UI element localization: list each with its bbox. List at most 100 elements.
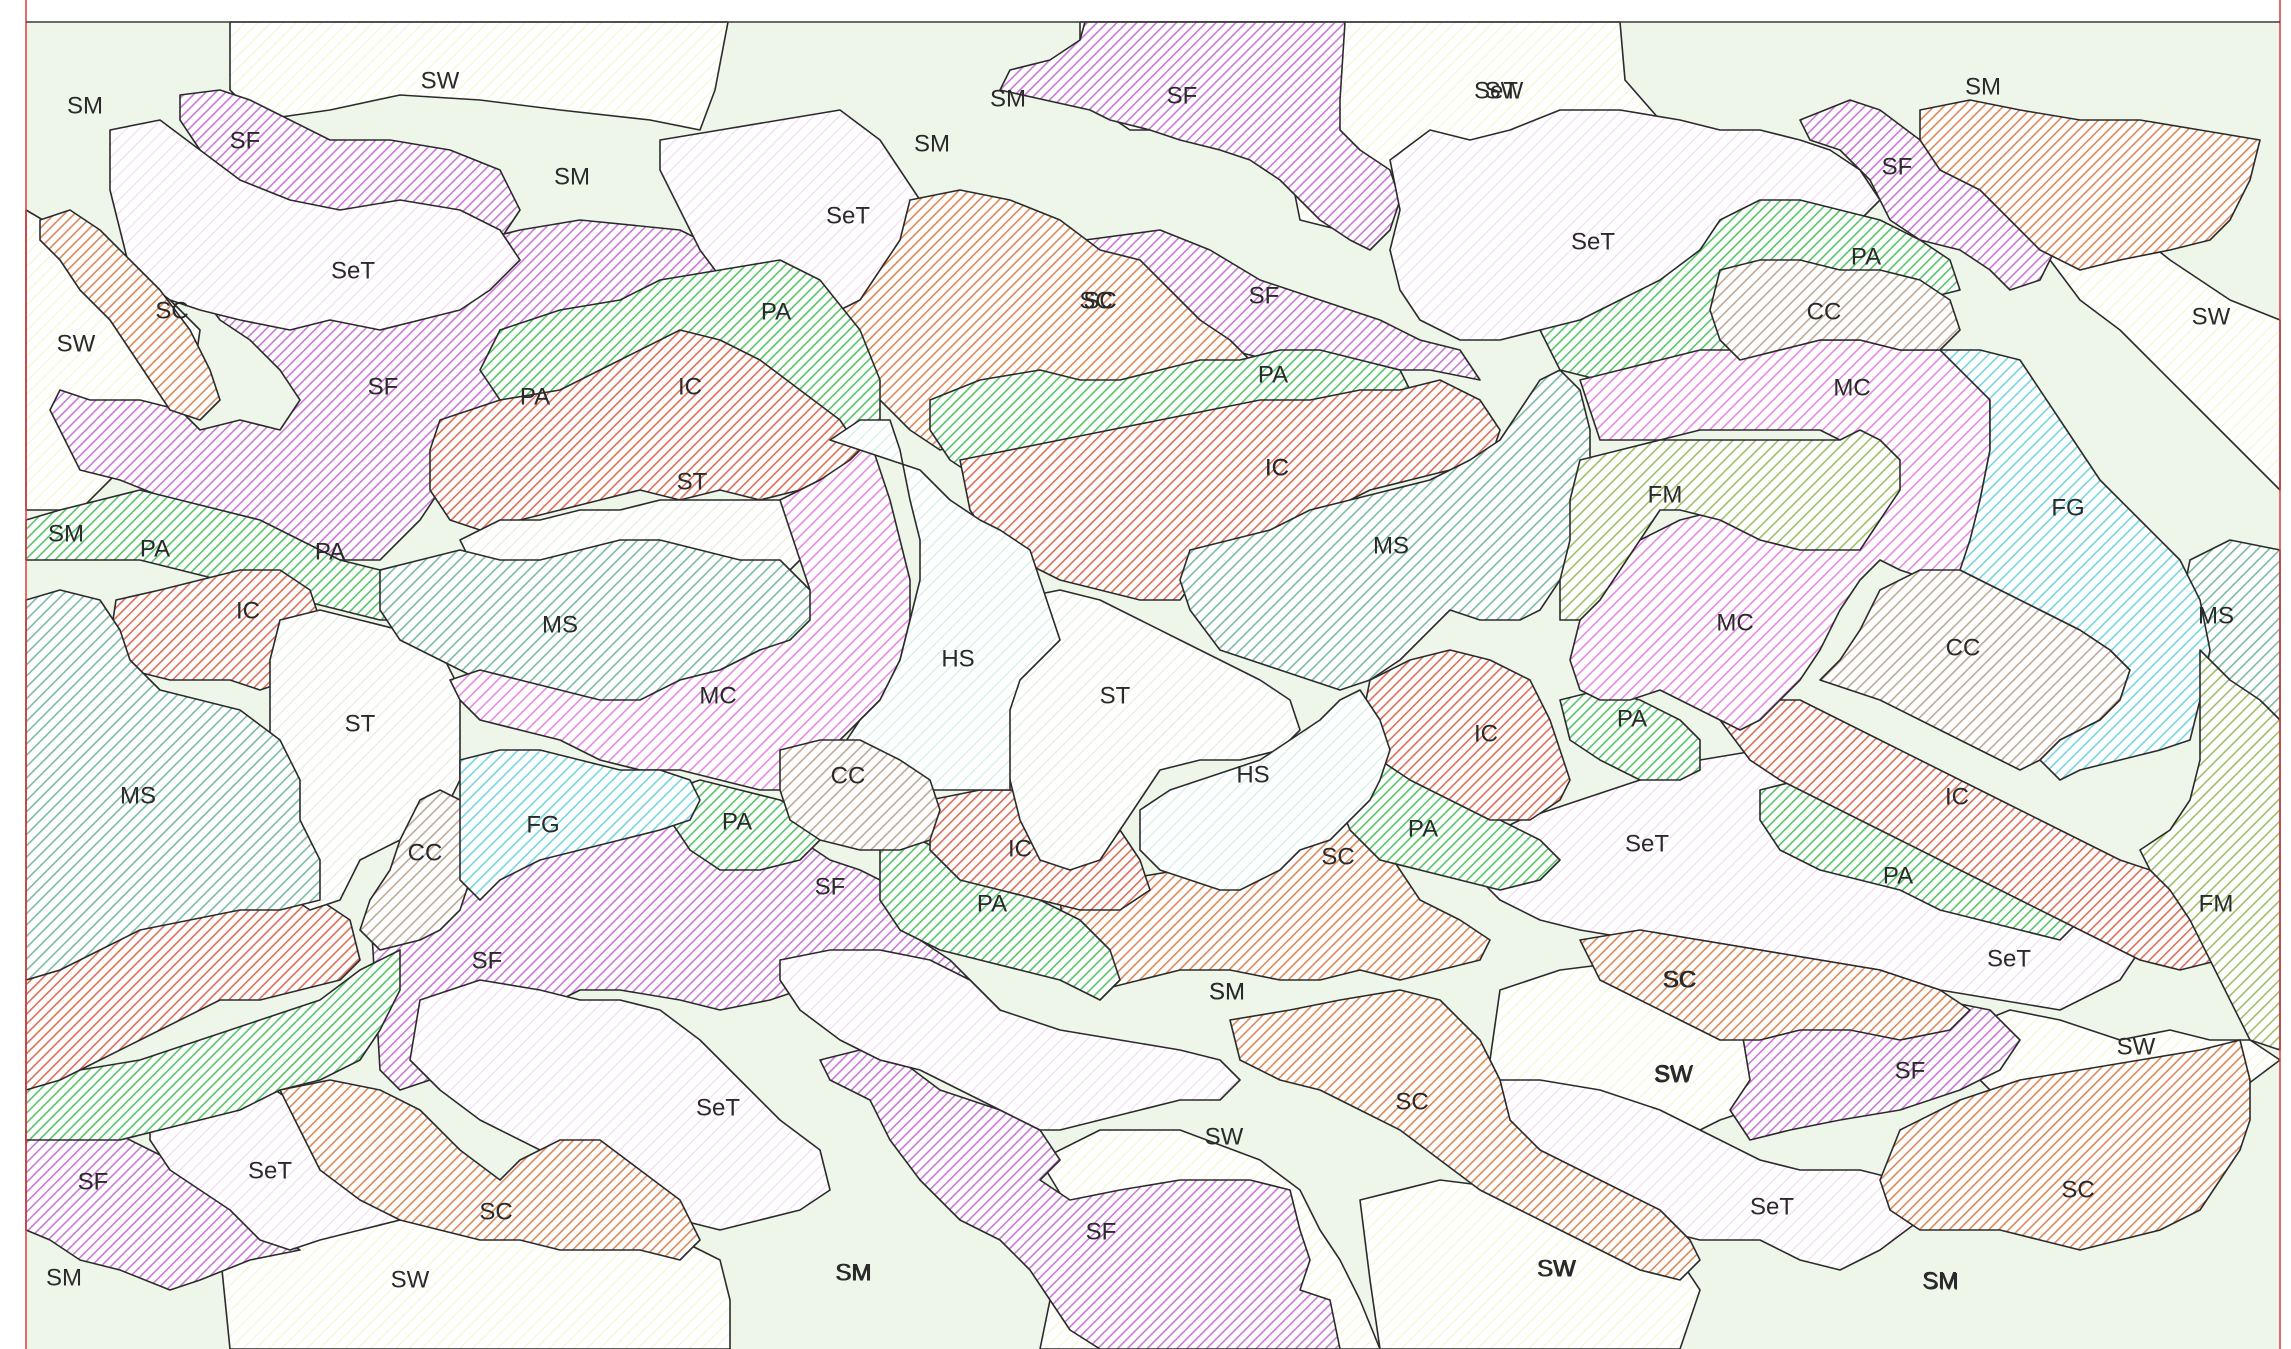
label-sm-6: SM	[990, 85, 1026, 112]
label-pa-5: PA	[722, 808, 752, 835]
zone-ic-45	[429, 329, 861, 531]
label-sf-7: SF	[1882, 153, 1913, 180]
label-pa-3: PA	[140, 535, 170, 562]
zone-sc-31	[1579, 929, 1971, 1041]
label-sf-1: SF	[230, 127, 261, 154]
zone-hs-61	[799, 419, 1061, 801]
label-sc-9: SC	[479, 1198, 512, 1225]
label-mc-3: MC	[1716, 609, 1753, 636]
label-cc-4: CC	[1946, 634, 1981, 661]
label-sm-2: SM	[554, 163, 590, 190]
label-sw-6: SW	[1537, 1255, 1576, 1282]
label-sm-9: SM	[46, 1264, 82, 1291]
zone-pa-39	[669, 779, 821, 871]
label-fm-2: FM	[2199, 890, 2234, 917]
label-hs-1: HS	[941, 645, 974, 672]
label-sc-6: SC	[1395, 1088, 1428, 1115]
zone-pa-44	[25, 949, 401, 1141]
label-sw-3: SW	[2192, 303, 2231, 330]
label-sm-4: SM	[914, 130, 950, 157]
label-st-1: ST	[677, 468, 708, 495]
zone-sf-10	[999, 21, 1401, 251]
label-ms-3: MS	[1373, 532, 1409, 559]
label-ms-2: MS	[120, 782, 156, 809]
label-sw-9: SW	[391, 1266, 430, 1293]
label-sw-4: SW	[1654, 1061, 1693, 1088]
label-fg-2: FG	[2051, 494, 2084, 521]
label-sf-5: SF	[472, 947, 503, 974]
label-sc-5: SC	[1663, 966, 1696, 993]
label-sw-1: SW	[421, 67, 460, 94]
label-pa-6: PA	[1258, 361, 1288, 388]
label-set-2: SeT	[826, 202, 870, 229]
zone-cc-63	[779, 739, 941, 851]
label-sc-1: SC	[155, 297, 188, 324]
label-cc-1: CC	[831, 762, 866, 789]
label-ic-3: IC	[1008, 835, 1032, 862]
label-pa-2: PA	[520, 383, 550, 410]
label-sw-11: SW	[1485, 77, 1524, 104]
label-sw-10: SW	[1538, 1255, 1577, 1282]
label-sm-7: SM	[1209, 978, 1245, 1005]
label-set-7: SeT	[248, 1157, 292, 1184]
label-sf-4: SF	[1249, 282, 1280, 309]
label-pa-10: PA	[1851, 243, 1881, 270]
label-pa-8: PA	[1408, 815, 1438, 842]
label-sf-3: SF	[815, 873, 846, 900]
zone-sc-27	[39, 209, 221, 421]
label-sm-12: SM	[1965, 73, 2001, 100]
zone-hs-62	[1139, 689, 1391, 891]
label-mc-1: MC	[699, 682, 736, 709]
label-sf-2: SF	[368, 373, 399, 400]
zone-sf-14	[1799, 99, 2061, 291]
label-sc-8: SC	[2061, 1176, 2094, 1203]
label-ic-2: IC	[236, 597, 260, 624]
zone-fg-68	[1939, 349, 2211, 781]
label-sf-10: SF	[1895, 1057, 1926, 1084]
label-sw-8: SW	[1655, 1060, 1694, 1087]
label-set-5: SeT	[1625, 830, 1669, 857]
label-ic-4: IC	[1265, 454, 1289, 481]
label-fm-1: FM	[1648, 481, 1683, 508]
label-set-1: SeT	[331, 257, 375, 284]
label-pa-7: PA	[977, 890, 1007, 917]
label-sm-10: SM	[1922, 1267, 1958, 1294]
label-set-3: SeT	[1474, 77, 1518, 104]
zone-ic-48	[1359, 649, 1571, 821]
label-sm-1: SM	[67, 92, 103, 119]
label-ic-7: IC	[1945, 783, 1969, 810]
zone-sc-29	[1919, 99, 2261, 271]
label-sc-2: SC	[1079, 287, 1112, 314]
label-sc-4: SC	[1321, 843, 1354, 870]
label-hs-2: HS	[1236, 761, 1269, 788]
label-ic-1: IC	[678, 373, 702, 400]
zone-polygons	[25, 21, 2281, 1349]
label-pa-11: PA	[1883, 862, 1913, 889]
label-set-9: SeT	[1750, 1193, 1794, 1220]
zone-set-23	[409, 979, 831, 1231]
zone-sc-33	[1879, 1039, 2251, 1251]
label-ic-5: IC	[1265, 454, 1289, 481]
label-fg-1: FG	[526, 811, 559, 838]
zone-fm-69	[1559, 429, 1901, 621]
label-pa-9: PA	[1617, 705, 1647, 732]
label-sm-3: SM	[48, 520, 84, 547]
label-mc-2: MC	[1833, 374, 1870, 401]
label-set-8: SeT	[1987, 945, 2031, 972]
zone-fm-70	[2139, 649, 2281, 1051]
label-sf-8: SF	[1086, 1218, 1117, 1245]
zone-fg-67	[459, 749, 701, 901]
zone-sc-32	[1229, 989, 1701, 1281]
label-st-3: ST	[1100, 682, 1131, 709]
zone-set-24	[779, 949, 1241, 1131]
zone-sw-4	[2049, 199, 2281, 491]
label-sm-8: SM	[836, 1259, 872, 1286]
label-sm-5: SM	[1209, 978, 1245, 1005]
label-sw-5: SW	[1205, 1123, 1244, 1150]
label-sw-7: SW	[2117, 1033, 2156, 1060]
label-st-2: ST	[345, 710, 376, 737]
label-sm-13: SM	[1923, 1268, 1959, 1295]
label-ms-4: MS	[2198, 602, 2234, 629]
label-cc-3: CC	[1807, 298, 1842, 325]
